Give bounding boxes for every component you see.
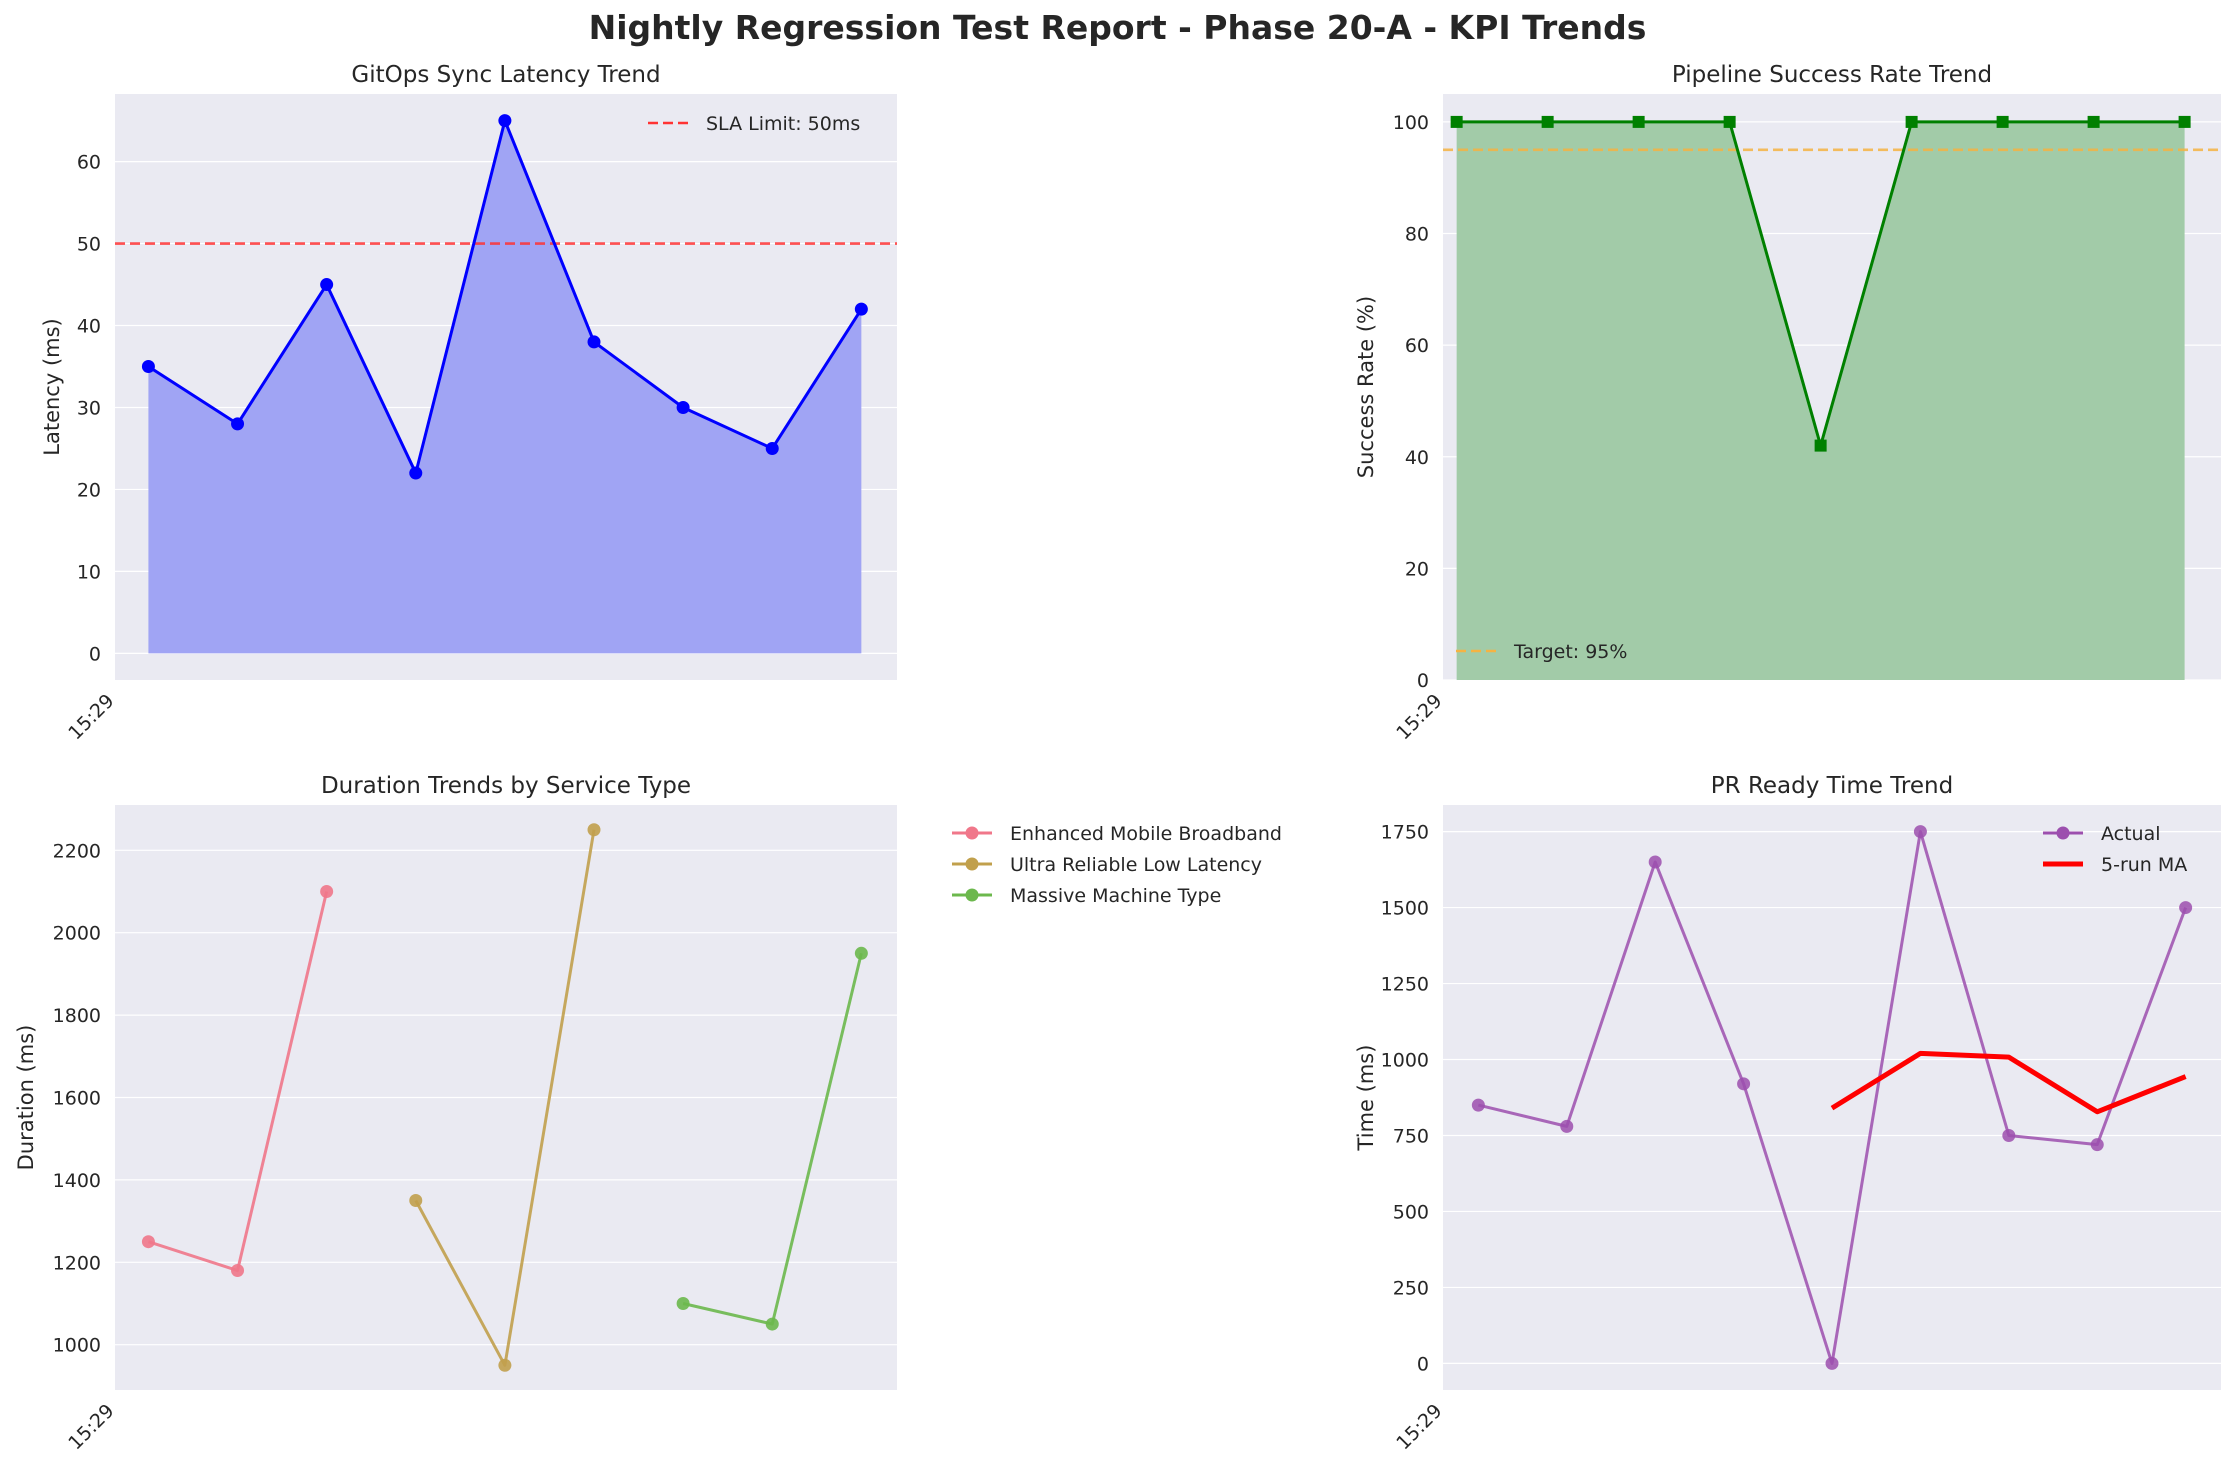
pr_ready-point bbox=[1648, 855, 1662, 869]
latency-ytick-label: 60 bbox=[77, 152, 101, 174]
success-title: Pipeline Success Rate Trend bbox=[1672, 62, 1992, 88]
pr_ready-ytick-label: 250 bbox=[1393, 1277, 1429, 1299]
duration-point bbox=[676, 1296, 690, 1310]
pr_ready-point bbox=[1560, 1119, 1574, 1133]
latency-point bbox=[676, 400, 690, 414]
latency-ytick-label: 20 bbox=[77, 479, 101, 501]
latency-point bbox=[587, 335, 601, 349]
latency-ylabel: Latency (ms) bbox=[40, 318, 64, 455]
success-ytick-label: 100 bbox=[1393, 112, 1429, 134]
success-point bbox=[1450, 115, 1463, 128]
latency-ytick-label: 30 bbox=[77, 397, 101, 419]
pr_ready-point bbox=[1913, 825, 1927, 839]
pr_ready-ytick-label: 1000 bbox=[1381, 1050, 1429, 1072]
success-point bbox=[1814, 439, 1827, 452]
duration-ytick-label: 1000 bbox=[53, 1335, 101, 1357]
latency-ytick-label: 10 bbox=[77, 561, 101, 583]
duration-legend-label: Enhanced Mobile Broadband bbox=[1010, 823, 1282, 845]
latency-ytick-label: 0 bbox=[89, 643, 101, 665]
duration-legend-marker bbox=[965, 826, 979, 840]
pr_ready-series-line-2 bbox=[1830, 1050, 2187, 1115]
latency-area-fill bbox=[148, 120, 862, 654]
duration-ytick-label: 1600 bbox=[53, 1088, 101, 1110]
duration-ytick-label: 2000 bbox=[53, 923, 101, 945]
pr_ready-point bbox=[2090, 1138, 2104, 1152]
duration-point bbox=[141, 1235, 155, 1249]
success-ytick-label: 40 bbox=[1405, 447, 1429, 469]
pr_ready-ytick-label: 500 bbox=[1393, 1201, 1429, 1223]
success-ytick-label: 60 bbox=[1405, 335, 1429, 357]
duration-ytick-label: 2200 bbox=[53, 840, 101, 862]
duration-ytick-label: 1800 bbox=[53, 1005, 101, 1027]
latency-point bbox=[765, 441, 779, 455]
duration-legend-label: Ultra Reliable Low Latency bbox=[1010, 854, 1262, 876]
success-point bbox=[1905, 115, 1918, 128]
pr_ready-legend-marker bbox=[2056, 826, 2070, 840]
success-point bbox=[2178, 115, 2191, 128]
pr_ready-ylabel: Time (ms) bbox=[1354, 1045, 1378, 1152]
latency-point bbox=[141, 360, 155, 374]
pr_ready-ytick-label: 1750 bbox=[1381, 822, 1429, 844]
duration-point bbox=[409, 1193, 423, 1207]
duration-point bbox=[498, 1358, 512, 1372]
latency-point bbox=[409, 466, 423, 480]
latency-ytick-label: 50 bbox=[77, 234, 101, 256]
pr_ready-legend-label: Actual bbox=[2101, 823, 2161, 845]
success-point bbox=[2087, 115, 2100, 128]
latency-xtick-label: 15:29 bbox=[64, 690, 118, 744]
success-ytick-label: 20 bbox=[1405, 558, 1429, 580]
pr_ready-ytick-label: 1250 bbox=[1381, 974, 1429, 996]
duration-ytick-label: 1400 bbox=[53, 1170, 101, 1192]
latency-legend-label: SLA Limit: 50ms bbox=[706, 113, 860, 135]
pr_ready-point bbox=[1471, 1098, 1485, 1112]
success-point bbox=[1723, 115, 1736, 128]
success-ytick-label: 80 bbox=[1405, 224, 1429, 246]
pr_ready-ytick-label: 1500 bbox=[1381, 898, 1429, 920]
duration-xtick-label: 15:29 bbox=[64, 1400, 118, 1454]
latency-ytick-label: 40 bbox=[77, 316, 101, 338]
duration-legend-marker bbox=[965, 857, 979, 871]
duration-point bbox=[231, 1264, 245, 1278]
latency-title: GitOps Sync Latency Trend bbox=[351, 62, 660, 88]
success-point bbox=[1996, 115, 2009, 128]
pr_ready-point bbox=[2002, 1128, 2016, 1142]
pr_ready-plot-area bbox=[1443, 805, 2221, 1390]
pr_ready-ytick-label: 750 bbox=[1393, 1125, 1429, 1147]
duration-point bbox=[587, 823, 601, 837]
duration-legend-marker bbox=[965, 888, 979, 902]
pr_ready-xtick-label: 15:29 bbox=[1392, 1400, 1446, 1454]
duration-ytick-label: 1200 bbox=[53, 1252, 101, 1274]
success-legend-label: Target: 95% bbox=[1513, 641, 1627, 663]
duration-point bbox=[320, 885, 334, 899]
pr_ready-legend-label: 5-run MA bbox=[2101, 854, 2187, 876]
success-ytick-label: 0 bbox=[1417, 670, 1429, 692]
pr_ready-ytick-label: 0 bbox=[1417, 1353, 1429, 1375]
success-area-fill bbox=[1456, 121, 2185, 680]
latency-point bbox=[498, 114, 512, 128]
latency-point bbox=[231, 417, 245, 431]
latency-point bbox=[320, 278, 334, 292]
success-point bbox=[1541, 115, 1554, 128]
pr_ready-point bbox=[1737, 1077, 1751, 1091]
success-point bbox=[1632, 115, 1645, 128]
pr_ready-point bbox=[2179, 901, 2193, 915]
success-xtick-label: 15:29 bbox=[1392, 690, 1446, 744]
duration-point bbox=[765, 1317, 779, 1331]
pr_ready-title: PR Ready Time Trend bbox=[1711, 773, 1953, 799]
duration-point bbox=[854, 946, 868, 960]
duration-ylabel: Duration (ms) bbox=[14, 1025, 38, 1171]
pr_ready-point bbox=[1825, 1356, 1839, 1370]
success-ylabel: Success Rate (%) bbox=[1354, 296, 1378, 478]
duration-title: Duration Trends by Service Type bbox=[321, 773, 691, 799]
figure-title: Nightly Regression Test Report - Phase 2… bbox=[588, 8, 1647, 47]
duration-legend-label: Massive Machine Type bbox=[1010, 885, 1221, 907]
latency-point bbox=[854, 302, 868, 316]
